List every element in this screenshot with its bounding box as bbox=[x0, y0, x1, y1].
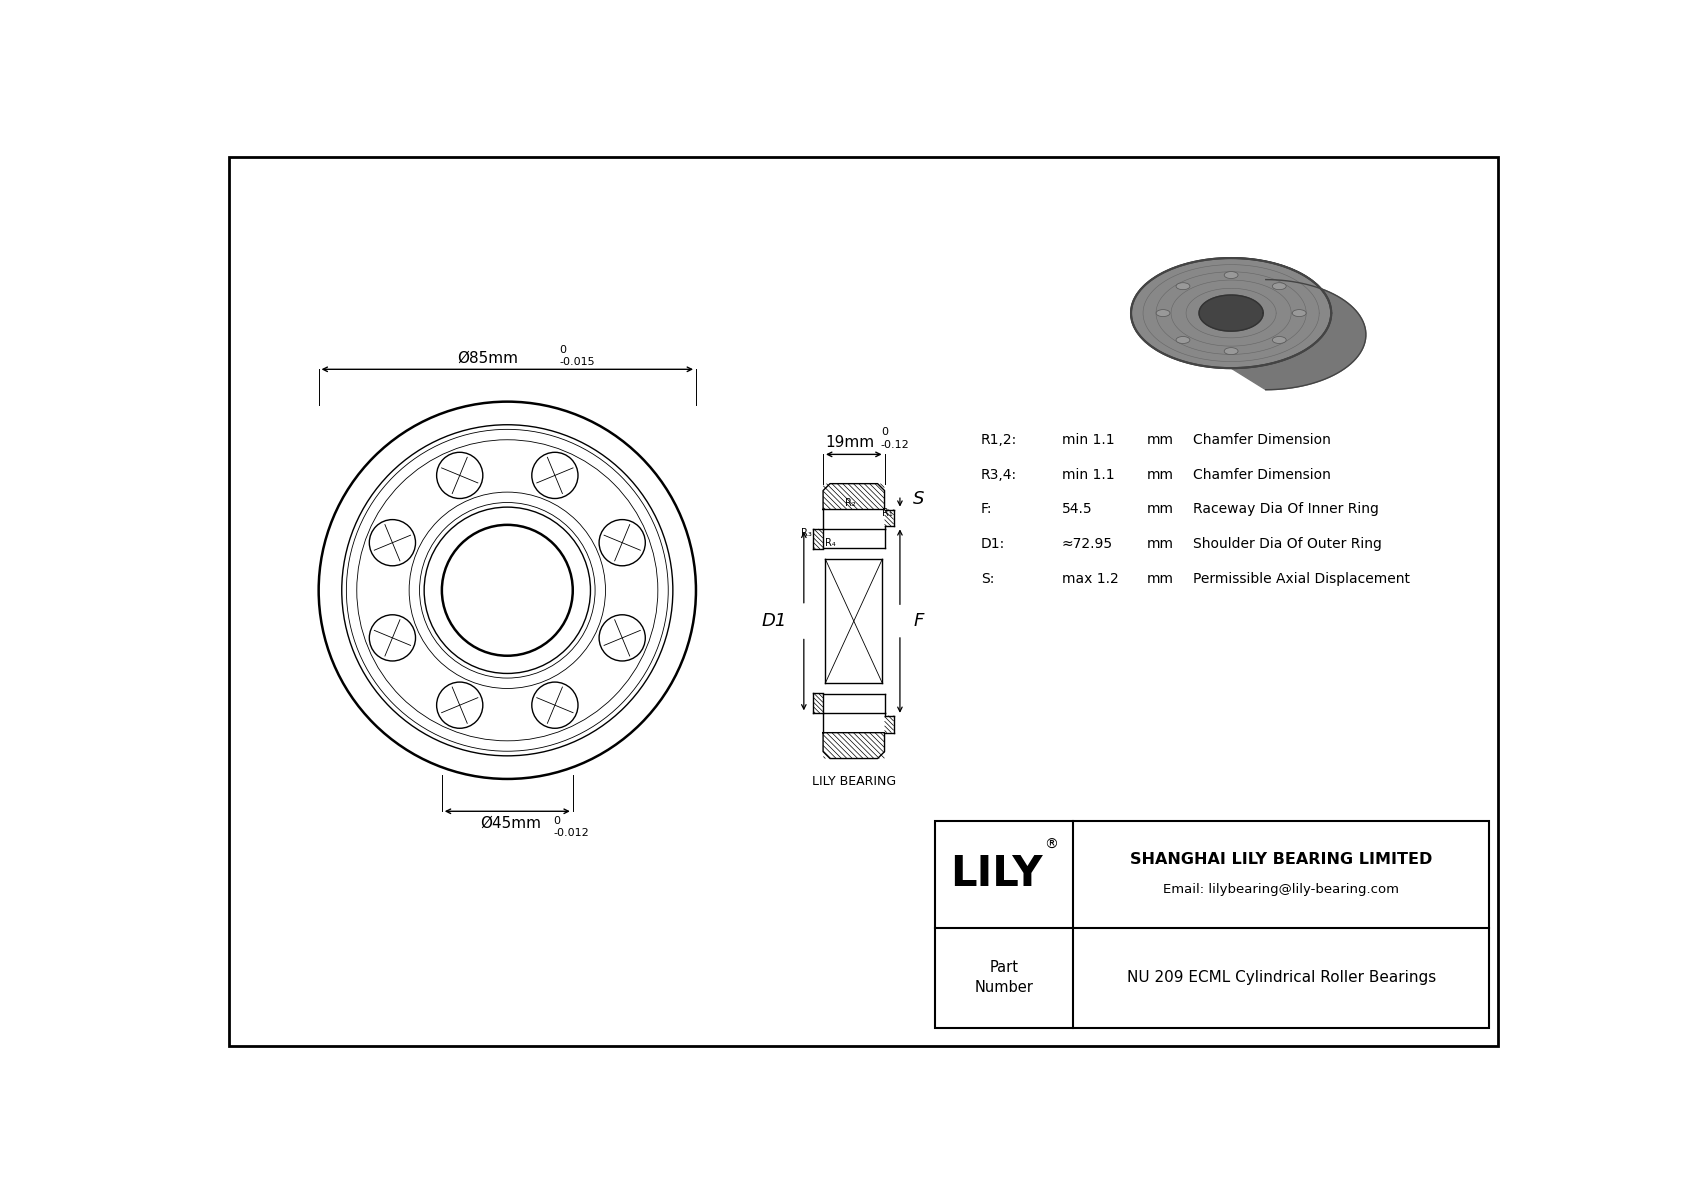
Text: R₃: R₃ bbox=[800, 528, 812, 538]
Ellipse shape bbox=[1224, 348, 1238, 355]
Text: min 1.1: min 1.1 bbox=[1061, 468, 1115, 482]
Text: LILY: LILY bbox=[950, 854, 1042, 896]
Ellipse shape bbox=[1224, 272, 1238, 279]
Text: LILY BEARING: LILY BEARING bbox=[812, 775, 896, 788]
Text: mm: mm bbox=[1147, 537, 1174, 551]
Text: 0: 0 bbox=[559, 345, 568, 355]
Text: min 1.1: min 1.1 bbox=[1061, 434, 1115, 447]
Text: -0.015: -0.015 bbox=[559, 357, 596, 367]
Text: F: F bbox=[913, 612, 923, 630]
Text: 0: 0 bbox=[881, 428, 887, 437]
Text: max 1.2: max 1.2 bbox=[1061, 572, 1118, 586]
Text: D1: D1 bbox=[761, 612, 786, 630]
Ellipse shape bbox=[1273, 337, 1287, 343]
Text: R₁: R₁ bbox=[882, 507, 893, 518]
Text: Ø85mm: Ø85mm bbox=[458, 350, 519, 366]
Text: mm: mm bbox=[1147, 468, 1174, 482]
Text: 54.5: 54.5 bbox=[1061, 503, 1093, 517]
Text: R1,2:: R1,2: bbox=[980, 434, 1017, 447]
Text: R₂: R₂ bbox=[845, 498, 855, 507]
Ellipse shape bbox=[1157, 310, 1170, 317]
Text: mm: mm bbox=[1147, 572, 1174, 586]
Text: ≈72.95: ≈72.95 bbox=[1061, 537, 1113, 551]
Text: ®: ® bbox=[1044, 838, 1058, 852]
Ellipse shape bbox=[1175, 282, 1191, 289]
Text: F:: F: bbox=[980, 503, 992, 517]
Text: NU 209 ECML Cylindrical Roller Bearings: NU 209 ECML Cylindrical Roller Bearings bbox=[1127, 971, 1436, 985]
Text: -0.012: -0.012 bbox=[554, 828, 589, 838]
Text: S:: S: bbox=[980, 572, 994, 586]
Text: mm: mm bbox=[1147, 503, 1174, 517]
Text: R₄: R₄ bbox=[825, 538, 835, 548]
Text: Permissible Axial Displacement: Permissible Axial Displacement bbox=[1192, 572, 1410, 586]
Text: Ø45mm: Ø45mm bbox=[480, 816, 542, 831]
Ellipse shape bbox=[1132, 258, 1332, 368]
Text: D1:: D1: bbox=[980, 537, 1005, 551]
Text: Shoulder Dia Of Outer Ring: Shoulder Dia Of Outer Ring bbox=[1192, 537, 1381, 551]
Text: mm: mm bbox=[1147, 434, 1174, 447]
Text: -0.12: -0.12 bbox=[881, 439, 909, 450]
Text: 0: 0 bbox=[554, 816, 561, 825]
Text: Part
Number: Part Number bbox=[975, 960, 1034, 994]
Polygon shape bbox=[1231, 258, 1366, 389]
Text: Raceway Dia Of Inner Ring: Raceway Dia Of Inner Ring bbox=[1192, 503, 1379, 517]
Bar bbox=[935, 822, 1489, 1028]
Text: Chamfer Dimension: Chamfer Dimension bbox=[1192, 468, 1330, 482]
Text: R3,4:: R3,4: bbox=[980, 468, 1017, 482]
Text: SHANGHAI LILY BEARING LIMITED: SHANGHAI LILY BEARING LIMITED bbox=[1130, 852, 1433, 867]
Text: Email: lilybearing@lily-bearing.com: Email: lilybearing@lily-bearing.com bbox=[1164, 884, 1399, 897]
Ellipse shape bbox=[1273, 282, 1287, 289]
Polygon shape bbox=[1132, 258, 1332, 368]
Text: Chamfer Dimension: Chamfer Dimension bbox=[1192, 434, 1330, 447]
Ellipse shape bbox=[1292, 310, 1307, 317]
Text: 19mm: 19mm bbox=[825, 435, 874, 450]
Text: S: S bbox=[913, 490, 925, 507]
Ellipse shape bbox=[1175, 337, 1191, 343]
Polygon shape bbox=[1199, 295, 1263, 331]
